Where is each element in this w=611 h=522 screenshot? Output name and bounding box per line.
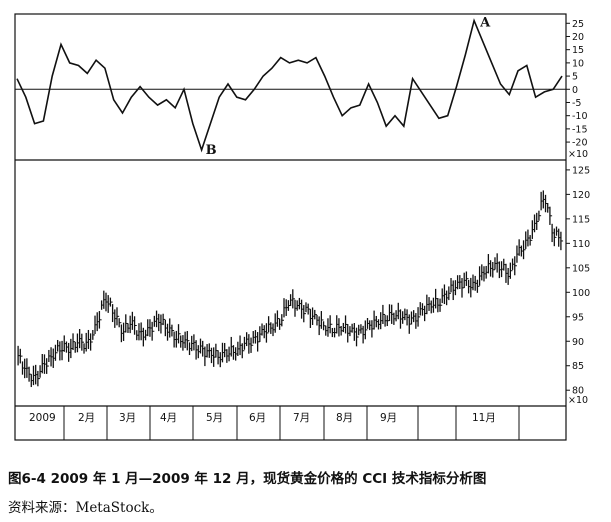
month-label: 8月 [336, 412, 353, 424]
price-tick-label: 100 [572, 288, 590, 299]
price-panel: 125 120 115 110 105 100 95 90 85 80 ×10 [17, 165, 590, 406]
cci-y-axis: 25 20 15 10 5 0 -5 -10 -15 -20 [566, 19, 588, 149]
price-tick-label: 110 [572, 239, 590, 250]
figure-caption: 图6-4 2009 年 1 月—2009 年 12 月，现货黄金价格的 CCI … [8, 471, 487, 487]
price-tick-label: 85 [572, 361, 584, 372]
cci-tick-label: -10 [572, 111, 588, 122]
cci-tick-label: 25 [572, 19, 584, 30]
price-bars [17, 190, 564, 388]
month-label: 2009 [29, 412, 56, 424]
month-label: 5月 [206, 412, 223, 424]
cci-tick-label: 10 [572, 58, 584, 69]
month-label: 3月 [119, 412, 136, 424]
cci-tick-label: -5 [572, 98, 581, 109]
chart-frame [14, 13, 567, 441]
price-tick-label: 90 [572, 337, 584, 348]
price-tick-label: 125 [572, 165, 590, 176]
cci-tick-label: 20 [572, 32, 584, 43]
month-label: 11月 [472, 412, 496, 424]
month-label: 2月 [78, 412, 95, 424]
price-tick-label: 80 [572, 386, 584, 397]
cci-scale-note: ×10 [568, 149, 588, 160]
price-tick-label: 115 [572, 214, 590, 225]
price-tick-label: 120 [572, 190, 590, 201]
cci-tick-label: -15 [572, 124, 588, 135]
figure-source: 资料来源：MetaStock。 [8, 500, 163, 516]
month-label: 9月 [380, 412, 397, 424]
cci-tick-label: 0 [572, 85, 578, 96]
cci-panel: 25 20 15 10 5 0 -5 -10 -15 -20 ×10 A B [15, 16, 588, 160]
price-tick-label: 105 [572, 263, 590, 274]
cci-series-line [16, 18, 563, 153]
annotation-a: A [479, 16, 491, 31]
annotation-b: B [206, 143, 217, 158]
month-label: 4月 [160, 412, 177, 424]
month-label: 7月 [293, 412, 310, 424]
cci-tick-label: 5 [572, 72, 578, 83]
cci-tick-label: -20 [572, 138, 588, 149]
month-label: 6月 [249, 412, 266, 424]
price-scale-note: ×10 [568, 395, 588, 406]
price-tick-label: 95 [572, 312, 584, 323]
month-axis: 2009 2月 3月 4月 5月 6月 7月 8月 9月 11月 [29, 406, 520, 440]
price-y-axis: 125 120 115 110 105 100 95 90 85 80 [566, 165, 590, 397]
cci-tick-label: 15 [572, 45, 584, 56]
